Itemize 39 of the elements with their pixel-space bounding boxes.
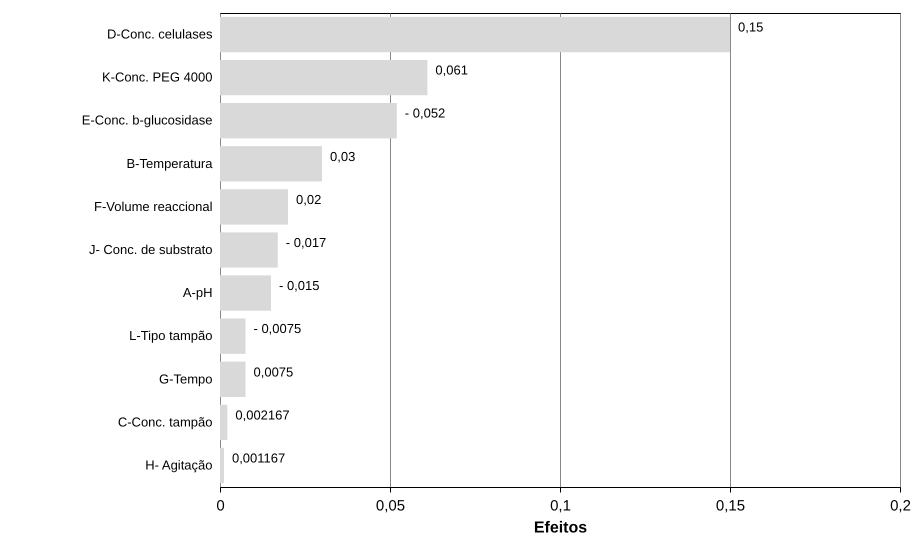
data-label: - 0,015 [279,278,320,294]
y-tick-label: L-Tipo tampão [129,328,212,344]
y-tick-label: H- Agitação [145,457,212,472]
data-label: - 0,017 [286,235,326,250]
bar [220,146,322,182]
bar [220,189,288,225]
data-label: 0,002167 [235,407,290,422]
bar [220,275,271,311]
y-tick-label: C-Conc. tampão [118,414,212,430]
data-label: 0,061 [435,62,468,78]
data-label: 0,001167 [232,450,286,466]
y-tick-label: D-Conc. celulases [107,26,213,42]
y-tick-label: A-pH [182,285,212,300]
bar [220,404,228,440]
bar [220,448,224,484]
data-label: 0,15 [738,20,764,35]
data-label: - 0,0075 [254,321,302,336]
y-tick-label: F-Volume reaccional [94,198,213,214]
x-tick-label: 0,15 [716,498,746,514]
x-tick-label: 0,05 [376,498,406,514]
y-tick-label: K-Conc. PEG 4000 [102,70,212,85]
bar [220,232,278,268]
data-label: - 0,052 [404,106,446,121]
data-label: 0,0075 [254,364,294,380]
x-tick-label: 0 [216,498,225,514]
y-tick-label: B-Temperatura [126,156,214,171]
x-tick-label: 0,1 [550,498,571,514]
x-axis-title: Efeitos [534,520,588,536]
bar [220,362,246,397]
bar [220,318,246,354]
bar [220,103,397,138]
bar [220,60,428,96]
data-label: 0,03 [330,148,356,164]
data-label: 0,02 [296,192,322,207]
y-tick-label: J- Conc. de substrato [88,242,212,257]
x-tick-label: 0,2 [890,498,911,514]
bar [220,16,730,52]
y-tick-label: G-Tempo [159,371,212,386]
y-tick-label: E-Conc. b-glucosidase [82,112,212,128]
